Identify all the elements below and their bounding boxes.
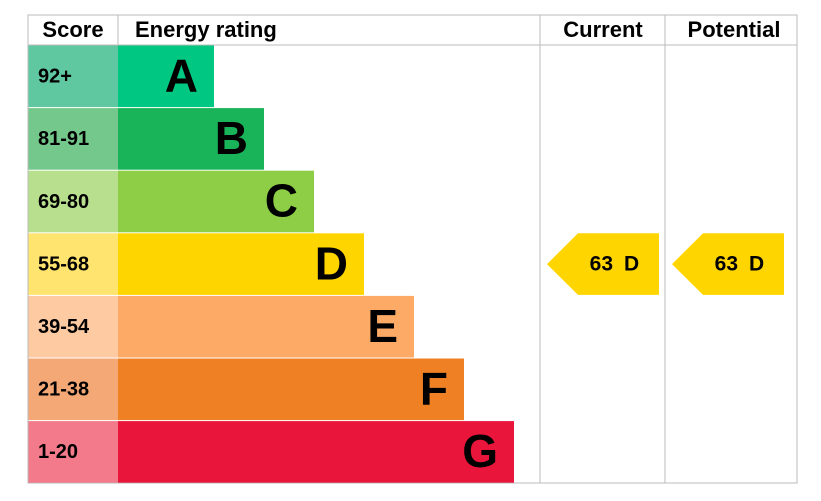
potential-rating: D: [749, 253, 764, 276]
rating-letter: E: [367, 300, 398, 352]
potential-value: 63: [715, 253, 738, 276]
potential-arrow: [672, 233, 784, 295]
score-cell: [28, 421, 118, 483]
score-cell: [28, 45, 118, 108]
frame: [27, 14, 798, 484]
rating-letter: B: [215, 112, 248, 164]
header-rating: Energy rating: [135, 17, 277, 42]
header-current: Current: [563, 17, 643, 42]
score-label: 1-20: [38, 441, 78, 463]
rating-bar: [118, 233, 364, 295]
rating-letter: G: [462, 425, 498, 477]
score-cell: [28, 108, 118, 170]
rating-bar: [118, 421, 514, 483]
score-cell: [28, 170, 118, 233]
rating-bar: [118, 170, 314, 233]
score-label: 92+: [38, 66, 72, 88]
score-cell: [28, 233, 118, 295]
rating-bar: [118, 108, 264, 170]
rating-letter: D: [315, 237, 348, 289]
score-label: 81-91: [38, 128, 89, 150]
score-cell: [28, 295, 118, 358]
rating-bar: [118, 45, 214, 108]
current-arrow: [547, 233, 659, 295]
score-label: 21-38: [38, 379, 89, 401]
rating-letter: A: [165, 49, 198, 101]
rating-letter: C: [265, 175, 298, 227]
score-label: 69-80: [38, 191, 89, 213]
rating-bar: [118, 295, 414, 358]
score-cell: [28, 358, 118, 421]
rating-letter: F: [420, 362, 448, 414]
header-potential: Potential: [688, 17, 781, 42]
score-label: 55-68: [38, 253, 89, 275]
current-rating: D: [624, 253, 639, 276]
rating-bar: [118, 358, 464, 421]
header-score: Score: [42, 17, 103, 42]
current-value: 63: [590, 253, 613, 276]
score-label: 39-54: [38, 316, 90, 338]
